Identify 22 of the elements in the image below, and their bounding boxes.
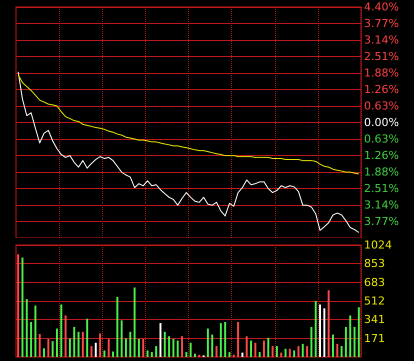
y-tick-label: 3.77% (364, 214, 399, 228)
y-tick-label: 1.88% (364, 165, 399, 178)
y-tick-label: 341 (364, 313, 385, 326)
y-tick-label: 683 (364, 276, 385, 289)
y-tick-label: 1.26% (364, 149, 399, 162)
y-tick-label: 2.51% (364, 50, 399, 64)
y-tick-label: 512 (364, 294, 385, 308)
y-tick-label: 1.88% (364, 66, 399, 80)
y-tick-label: 1.26% (364, 82, 399, 96)
y-tick-label: 853 (364, 257, 385, 270)
y-tick-label: 2.51% (364, 182, 399, 195)
y-tick-label: 4.40% (364, 0, 399, 14)
y-tick-label: 0.63% (364, 99, 399, 112)
y-tick-label: 3.14% (364, 34, 399, 47)
y-tick-label: 3.77% (364, 17, 399, 30)
y-tick-label: 0.00% (364, 116, 399, 129)
y-tick-label: 1024 (364, 238, 392, 252)
line-series (18, 71, 360, 233)
y-tick-label: 0.63% (364, 132, 399, 146)
y-tick-label: 3.14% (364, 198, 399, 212)
y-tick-label: 171 (364, 332, 385, 345)
line-series (18, 74, 360, 174)
